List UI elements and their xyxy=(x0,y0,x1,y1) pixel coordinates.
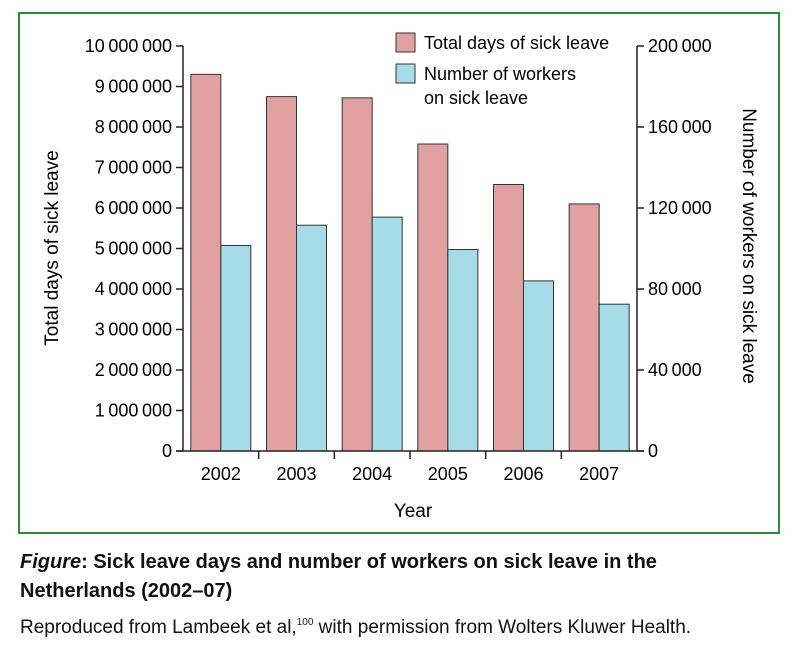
bar-total-days-2002 xyxy=(190,73,222,452)
caption-title: Figure: Sick leave days and number of wo… xyxy=(20,548,790,577)
left-tick-label: 9 000 000 xyxy=(95,77,172,97)
caption-title-line2: Netherlands (2002–07) xyxy=(20,580,233,602)
left-tick-label: 0 xyxy=(162,441,172,461)
y-axis-title-left: Total days of sick leave xyxy=(42,150,63,345)
bar-workers-2002 xyxy=(220,244,252,452)
credit-reference: 100 xyxy=(296,617,314,628)
bar-workers-2006 xyxy=(523,280,554,452)
bar-workers-2005 xyxy=(447,249,479,452)
right-tick-label: 200 000 xyxy=(648,36,712,56)
right-tick-label: 120 000 xyxy=(648,198,712,218)
legend-label: Total days of sick leave xyxy=(424,33,609,53)
left-tick-label: 2 000 000 xyxy=(95,360,172,380)
figure-caption: Figure: Sick leave days and number of wo… xyxy=(20,548,790,643)
x-tick-label: 2007 xyxy=(579,464,619,484)
right-tick-label: 160 000 xyxy=(648,117,712,137)
bar-workers-2004 xyxy=(371,216,403,452)
x-tick-label: 2006 xyxy=(503,464,543,484)
figure-label: Figure xyxy=(20,551,82,573)
bar-total-days-2005 xyxy=(417,143,449,452)
left-tick-label: 1 000 000 xyxy=(95,401,172,421)
bar-total-days-2003 xyxy=(266,96,297,452)
x-tick-label: 2005 xyxy=(428,464,468,484)
caption-credit: Reproduced from Lambeek et al,100 with p… xyxy=(20,608,790,643)
x-axis: 2002 2003 2004 2005 2006 2007 xyxy=(176,450,644,484)
left-tick-label: 7 000 000 xyxy=(95,158,172,178)
legend-swatch xyxy=(395,32,416,53)
legend-label: Number of workers xyxy=(424,64,576,84)
credit-permission: with permission from Wolters Kluwer Heal… xyxy=(313,617,692,638)
bars xyxy=(190,73,630,452)
credit-text: Reproduced from Lambeek et al, xyxy=(20,617,297,638)
left-tick-label: 8 000 000 xyxy=(95,117,172,137)
bar-workers-2003 xyxy=(296,224,327,452)
bar-total-days-2007 xyxy=(568,203,600,452)
x-tick-label: 2004 xyxy=(352,464,392,484)
legend-swatch xyxy=(395,63,416,84)
bar-workers-2007 xyxy=(598,303,630,452)
left-tick-label: 3 000 000 xyxy=(95,320,172,340)
bar-total-days-2004 xyxy=(341,97,373,452)
caption-title-line1: : Sick leave days and number of workers … xyxy=(81,551,657,573)
right-tick-label: 80 000 xyxy=(648,279,702,299)
legend-label: on sick leave xyxy=(424,88,528,108)
x-tick-label: 2002 xyxy=(201,464,241,484)
figure-frame: 0 1 000 000 2 000 000 3 000 000 4 000 000 5 0… xyxy=(18,12,780,534)
left-tick-label: 6 000 000 xyxy=(95,198,172,218)
right-tick-label: 0 xyxy=(648,441,658,461)
bar-chart: 0 1 000 000 2 000 000 3 000 000 4 000 000 5 0… xyxy=(42,32,759,522)
legend: Total days of sick leave Number of worker… xyxy=(395,32,609,108)
right-y-axis: 0 40 000 80 000 120 000 160 000 200 000 xyxy=(636,36,712,461)
left-tick-label: 5 000 000 xyxy=(95,239,172,259)
x-axis-title: Year xyxy=(394,501,433,522)
x-tick-label: 2003 xyxy=(276,464,316,484)
left-y-axis: 0 1 000 000 2 000 000 3 000 000 4 000 000 5 0… xyxy=(85,36,184,461)
left-tick-label: 4 000 000 xyxy=(95,279,172,299)
y-axis-title-right: Number of workers on sick leave xyxy=(738,108,759,384)
bar-total-days-2006 xyxy=(493,184,524,452)
left-tick-label: 10 000 000 xyxy=(85,36,172,56)
right-tick-label: 40 000 xyxy=(648,360,702,380)
